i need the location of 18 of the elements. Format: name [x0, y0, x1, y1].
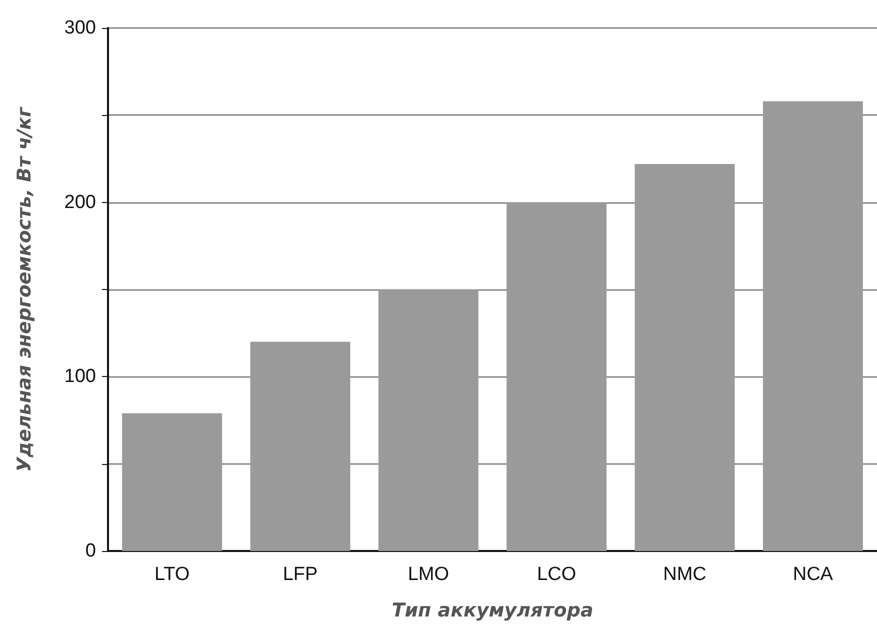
x-tick-label: NCA [792, 564, 834, 585]
bar [762, 101, 863, 551]
x-tick-label: LTO [154, 564, 190, 585]
y-tick-label: 100 [64, 366, 96, 388]
x-axis-title: Тип аккумулятора [392, 600, 594, 622]
bar [250, 342, 350, 551]
y-axis-title: Удельная энергоемкость, Вт ч/кг [14, 106, 36, 472]
bar [634, 164, 735, 551]
bar [506, 202, 607, 551]
x-tick-label: LMO [408, 564, 450, 585]
y-tick-label: 200 [64, 192, 96, 213]
x-tick-label: LCO [537, 564, 576, 585]
bar [378, 290, 478, 551]
x-tick-label: NMC [663, 564, 706, 585]
bar [122, 413, 222, 551]
y-tick-label: 0 [85, 540, 96, 562]
x-tick-label: LFP [282, 564, 318, 585]
y-tick-label: 300 [64, 18, 96, 38]
